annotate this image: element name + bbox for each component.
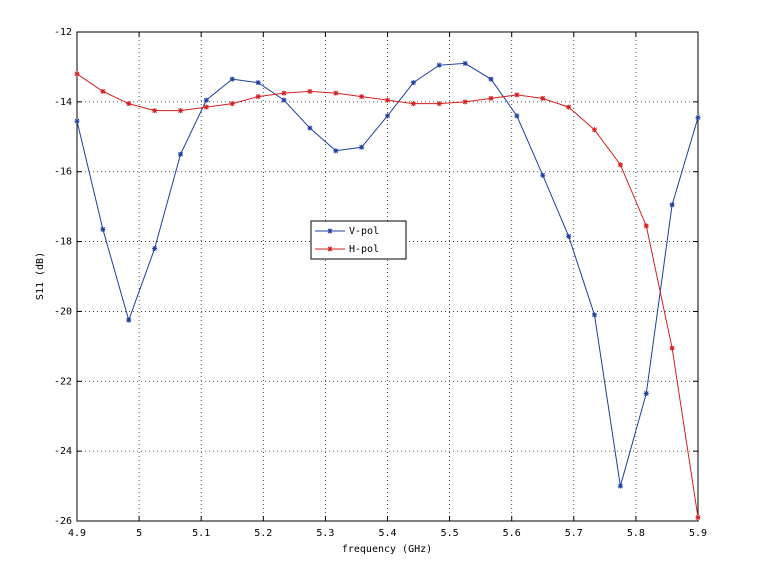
x-tick-label: 5.9: [689, 528, 707, 539]
marker: [126, 317, 132, 323]
y-axis-label: S11 (dB): [35, 252, 46, 300]
marker: [229, 76, 235, 82]
y-tick-label: -20: [54, 306, 72, 317]
axes-box: [76, 31, 699, 522]
marker: [281, 97, 287, 103]
marker: [203, 97, 209, 103]
marker: [540, 172, 546, 178]
x-tick-label: 5.2: [254, 528, 272, 539]
marker: [669, 202, 675, 208]
marker: [462, 99, 468, 105]
x-tick-label: 5.7: [565, 528, 583, 539]
marker: [152, 246, 158, 252]
legend-marker: [327, 228, 333, 234]
marker: [488, 95, 494, 101]
marker: [695, 515, 701, 521]
x-tick-label: 5.4: [378, 528, 396, 539]
marker: [514, 92, 520, 98]
x-tick-label: 5.5: [441, 528, 459, 539]
marker: [488, 76, 494, 82]
y-tick-label: -24: [54, 446, 72, 457]
y-tick-label: -16: [54, 167, 72, 178]
x-tick-label: 5.3: [316, 528, 334, 539]
y-tick-label: -22: [54, 376, 72, 387]
marker: [436, 101, 442, 107]
marker: [617, 483, 623, 489]
marker: [333, 148, 339, 154]
marker: [540, 95, 546, 101]
marker: [385, 113, 390, 119]
legend-label: H-pol: [349, 244, 379, 255]
x-tick-label: 5.8: [627, 528, 645, 539]
marker: [359, 94, 365, 100]
legend-box: [310, 220, 407, 260]
marker: [307, 88, 313, 94]
marker: [410, 101, 416, 107]
y-tick-label: -26: [54, 516, 72, 527]
x-tick-label: 5.6: [503, 528, 521, 539]
marker: [566, 233, 572, 239]
marker: [100, 88, 106, 94]
marker: [436, 62, 442, 68]
marker: [178, 151, 184, 157]
y-tick-label: -14: [54, 97, 72, 108]
marker: [229, 101, 235, 107]
marker: [281, 90, 287, 96]
marker: [333, 90, 339, 96]
x-tick-label: 5: [136, 528, 142, 539]
marker: [178, 108, 184, 114]
marker: [385, 97, 390, 103]
marker: [591, 127, 597, 133]
marker: [643, 223, 649, 229]
x-axis-label: frequency (GHz): [342, 544, 432, 555]
marker: [203, 104, 209, 110]
marker: [126, 101, 132, 107]
marker: [359, 144, 365, 150]
marker: [74, 118, 80, 124]
x-tick-label: 4.9: [68, 528, 86, 539]
marker: [410, 80, 416, 86]
y-tick-label: -18: [54, 237, 72, 248]
marker: [695, 115, 701, 121]
marker: [74, 71, 80, 77]
marker: [307, 125, 313, 131]
legend-marker: [327, 246, 333, 252]
marker: [566, 104, 572, 110]
legend-label: V-pol: [349, 226, 379, 237]
marker: [514, 113, 520, 119]
marker: [669, 345, 675, 351]
marker: [255, 80, 261, 86]
marker: [462, 60, 468, 66]
x-tick-label: 5.1: [192, 528, 210, 539]
legend: V-pol H-pol: [310, 220, 407, 260]
marker: [255, 94, 261, 100]
marker: [152, 108, 158, 114]
marker: [100, 226, 106, 232]
marker: [591, 312, 597, 318]
marker: [643, 391, 649, 397]
marker: [617, 162, 623, 168]
y-tick-label: -12: [54, 27, 72, 38]
